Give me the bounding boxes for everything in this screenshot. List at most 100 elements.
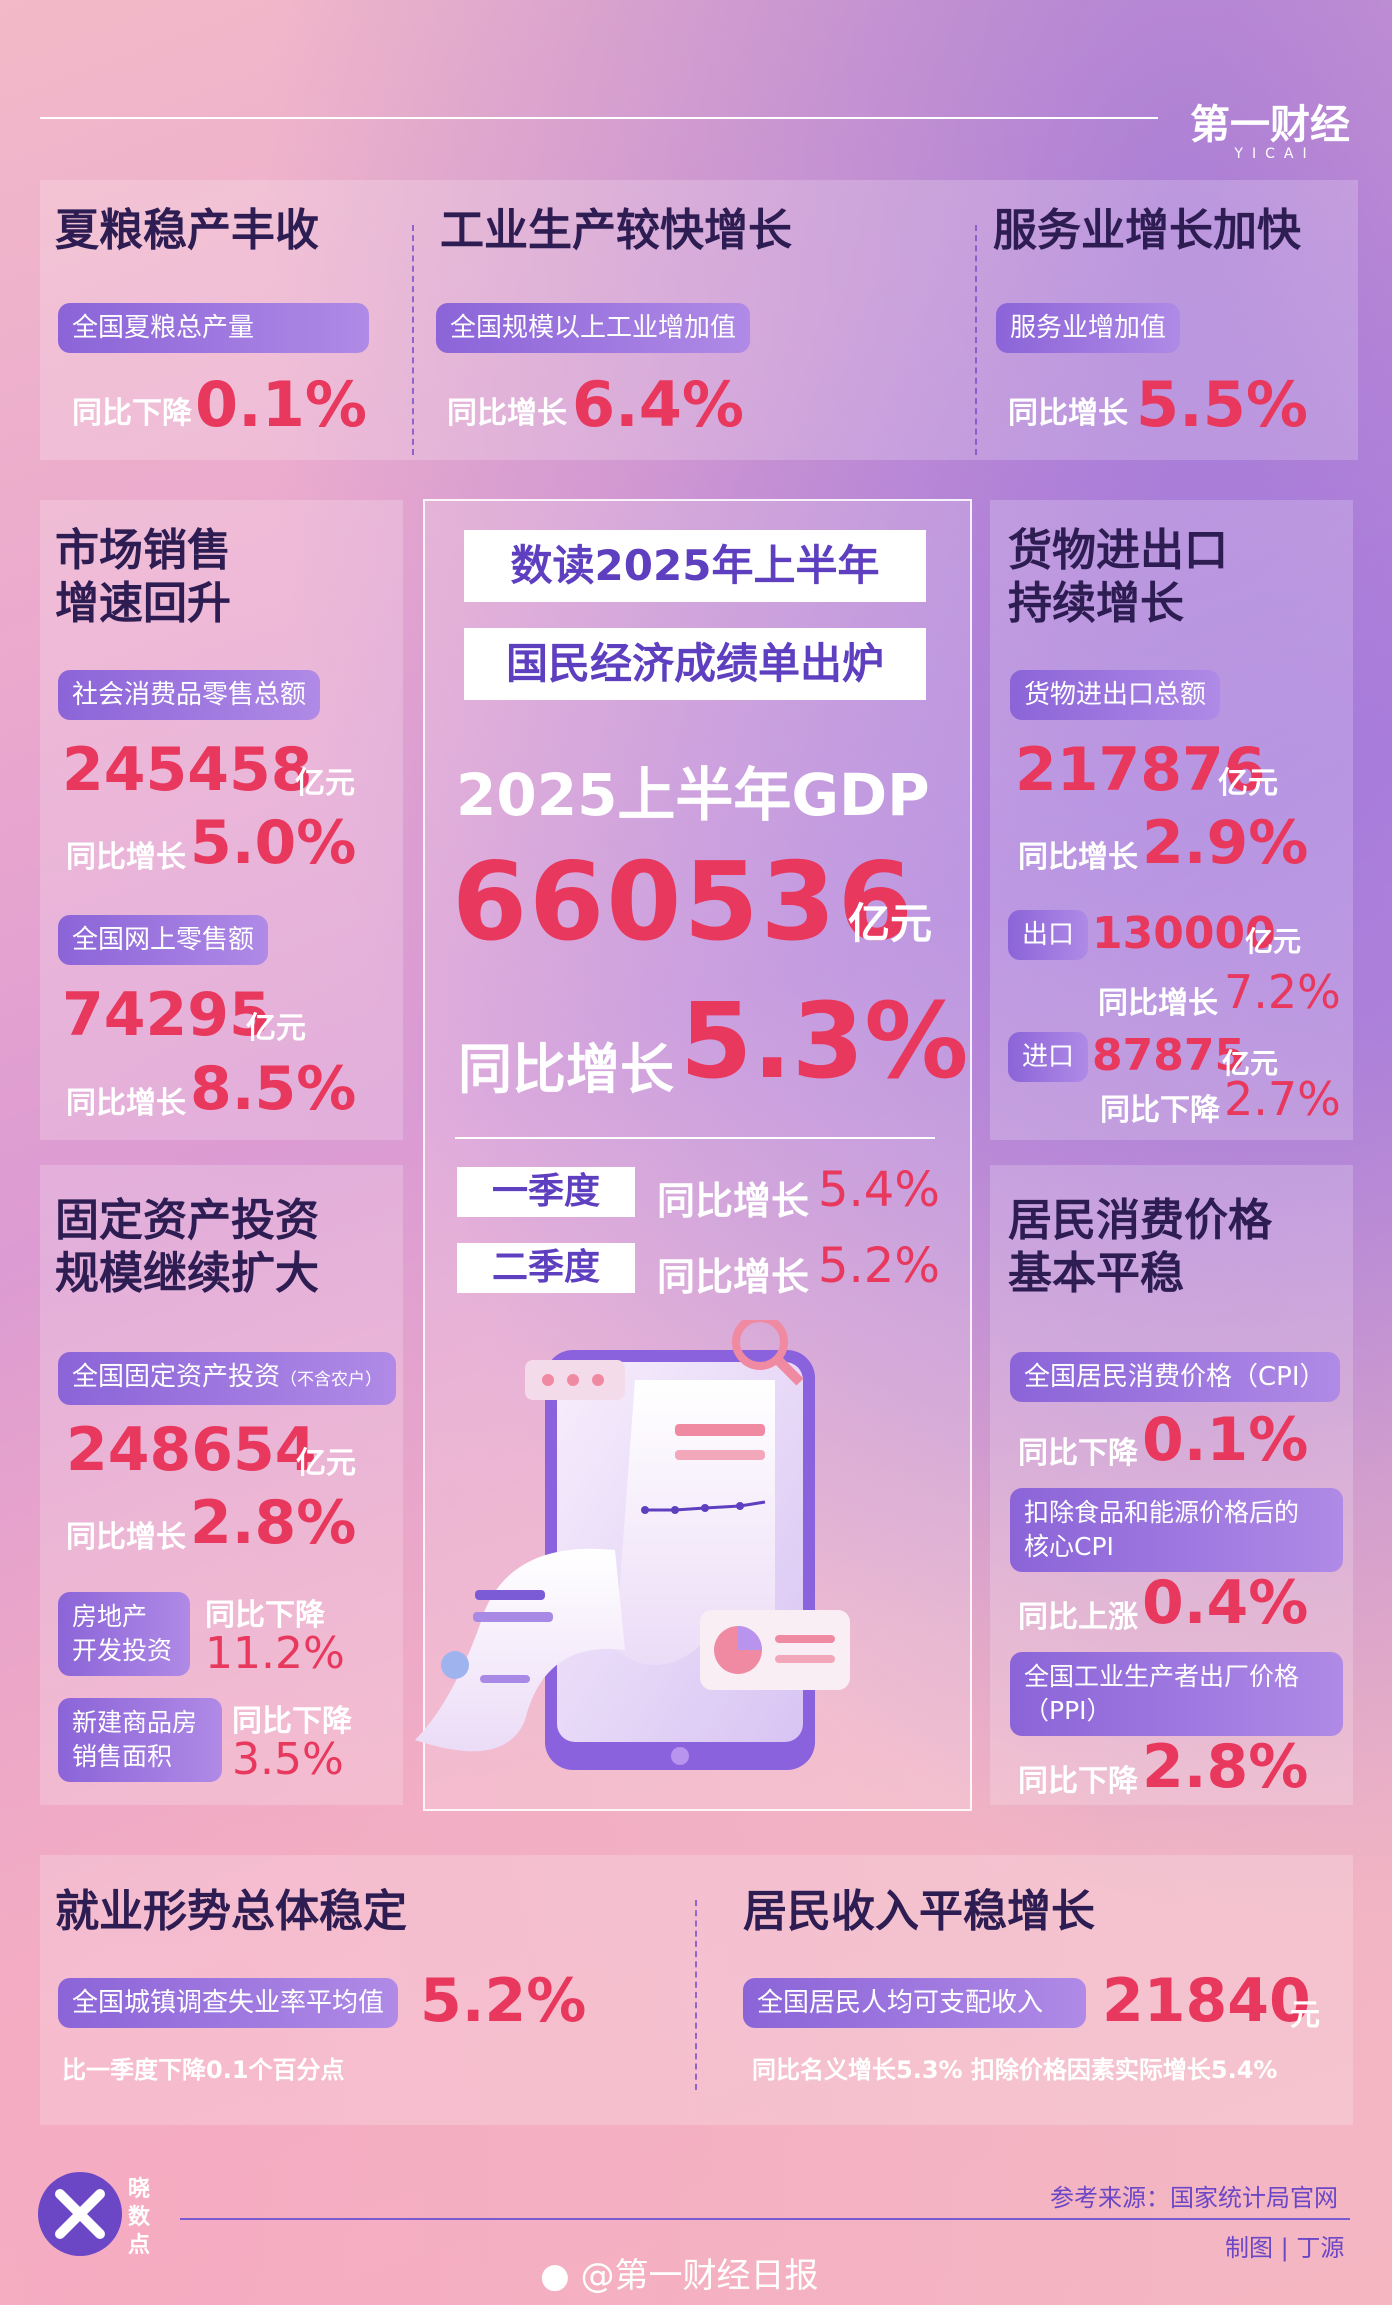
investment-unit: 亿元 <box>296 1446 356 1481</box>
q2-value: 5.2% <box>818 1238 940 1294</box>
retail-label-2: 同比增长 <box>66 1086 186 1121</box>
xiaoshudian-logo-icon <box>38 2172 122 2256</box>
retail-value-2: 74295 <box>62 980 271 1050</box>
cpi-value-2: 0.4% <box>1142 1568 1309 1638</box>
investment-growth: 2.8% <box>190 1488 357 1558</box>
cpi-label-2: 同比上涨 <box>1018 1600 1138 1635</box>
real-estate-tag-line2: 开发投资 <box>72 1636 173 1665</box>
ppi-value: 2.8% <box>1142 1732 1309 1802</box>
q2-text: 同比增长 <box>657 1255 810 1299</box>
new-housing-value: 3.5% <box>232 1734 344 1785</box>
retail-unit-1: 亿元 <box>295 766 355 801</box>
gdp-value: 660536 <box>452 840 915 965</box>
export-label: 同比增长 <box>1098 986 1218 1021</box>
weibo-handle: @第一财经日报 <box>580 2256 819 2296</box>
investment-pill-text: 全国固定资产投资 <box>72 1362 281 1392</box>
header-divider <box>40 117 1158 119</box>
gdp-growth-label: 同比增长 <box>458 1038 674 1101</box>
summer-grain-pill: 全国夏粮总产量 <box>58 303 369 353</box>
retail-growth-1: 5.0% <box>190 808 357 878</box>
real-estate-label: 同比下降 <box>205 1598 325 1633</box>
credit-text: 制图 | 丁源 <box>1225 2234 1345 2262</box>
industry-title: 工业生产较快增长 <box>440 205 792 256</box>
real-estate-tag-line1: 房地产 <box>72 1602 148 1631</box>
income-note: 同比名义增长5.3% 扣除价格因素实际增长5.4% <box>752 2056 1278 2084</box>
cpi-pill-2-line2: 核心CPI <box>1024 1532 1114 1561</box>
cpi-pill-2-line1: 扣除食品和能源价格后的 <box>1024 1498 1300 1527</box>
new-housing-tag: 新建商品房 销售面积 <box>58 1698 222 1782</box>
ppi-pill-line2: （PPI） <box>1024 1696 1112 1725</box>
employment-note: 比一季度下降0.1个百分点 <box>62 2056 345 2084</box>
import-label: 同比下降 <box>1100 1093 1220 1128</box>
income-unit: 元 <box>1290 1998 1320 2033</box>
q1-value: 5.4% <box>818 1162 940 1218</box>
summer-grain-label: 同比下降 <box>72 396 192 431</box>
industry-value: 6.4% <box>572 368 744 441</box>
import-tag: 进口 <box>1008 1032 1089 1082</box>
ppi-label: 同比下降 <box>1018 1764 1138 1799</box>
retail-unit-2: 亿元 <box>246 1011 306 1046</box>
gdp-unit: 亿元 <box>848 899 933 948</box>
retail-card <box>40 500 403 1140</box>
ppi-pill: 全国工业生产者出厂价格 （PPI） <box>1010 1652 1343 1736</box>
cpi-title-line1: 居民消费价格 <box>1008 1195 1272 1246</box>
new-housing-tag-line1: 新建商品房 <box>72 1708 198 1737</box>
export-value: 130000 <box>1092 908 1276 959</box>
export-growth: 7.2% <box>1224 965 1341 1019</box>
import-value: 87875 <box>1092 1030 1246 1081</box>
trade-growth: 2.9% <box>1142 808 1309 878</box>
investment-value: 248654 <box>66 1415 317 1485</box>
services-pill: 服务业增加值 <box>996 303 1181 353</box>
retail-title-line2: 增速回升 <box>55 578 231 629</box>
q2-tag: 二季度 <box>457 1243 635 1293</box>
weibo-icon: ● <box>540 2256 570 2296</box>
cpi-pill-1: 全国居民消费价格（CPI） <box>1010 1352 1340 1402</box>
export-unit: 亿元 <box>1245 925 1302 958</box>
center-title-2: 国民经济成绩单出炉 <box>464 628 926 700</box>
gdp-label: 2025上半年GDP <box>456 761 930 829</box>
divider <box>975 225 977 455</box>
cpi-title-line2: 基本平稳 <box>1008 1248 1184 1299</box>
cpi-pill-2: 扣除食品和能源价格后的 核心CPI <box>1010 1488 1343 1572</box>
industry-pill: 全国规模以上工业增加值 <box>436 303 751 353</box>
income-pill: 全国居民人均可支配收入 <box>743 1978 1086 2028</box>
real-estate-tag: 房地产 开发投资 <box>58 1592 190 1676</box>
trade-label: 同比增长 <box>1018 840 1138 875</box>
employment-pill: 全国城镇调查失业率平均值 <box>58 1978 399 2028</box>
gdp-growth-value: 5.3% <box>680 980 969 1102</box>
services-value: 5.5% <box>1136 368 1308 441</box>
employment-title: 就业形势总体稳定 <box>55 1886 407 1937</box>
cpi-value-1: 0.1% <box>1142 1405 1309 1475</box>
trade-value: 217876 <box>1015 735 1266 805</box>
center-title-1: 数读2025年上半年 <box>464 530 926 602</box>
phone-receipt-illustration <box>415 1320 850 1770</box>
logo-subtext: YICAI <box>1234 146 1316 162</box>
income-title: 居民收入平稳增长 <box>743 1886 1095 1937</box>
industry-label: 同比增长 <box>447 396 567 431</box>
summer-grain-value: 0.1% <box>195 368 367 441</box>
retail-growth-2: 8.5% <box>190 1054 357 1124</box>
services-label: 同比增长 <box>1008 396 1128 431</box>
retail-value-1: 245458 <box>62 735 313 805</box>
investment-pill-note: （不含农户） <box>280 1370 383 1390</box>
services-title: 服务业增长加快 <box>993 205 1301 256</box>
divider <box>412 225 414 455</box>
real-estate-value: 11.2% <box>205 1628 345 1679</box>
q1-text: 同比增长 <box>657 1179 810 1223</box>
export-tag: 出口 <box>1008 910 1089 960</box>
employment-value: 5.2% <box>420 1966 587 2036</box>
import-unit: 亿元 <box>1222 1047 1279 1080</box>
footer-divider <box>180 2218 1350 2220</box>
retail-title-line1: 市场销售 <box>55 525 231 576</box>
source-text: 参考来源：国家统计局官网 <box>1050 2184 1338 2212</box>
q1-tag: 一季度 <box>457 1167 635 1217</box>
center-divider <box>455 1137 935 1139</box>
retail-pill-2: 全国网上零售额 <box>58 915 269 965</box>
investment-label: 同比增长 <box>66 1520 186 1555</box>
import-growth: 2.7% <box>1224 1072 1341 1126</box>
divider <box>695 1900 697 2090</box>
income-value: 21840 <box>1102 1966 1311 2036</box>
logo-text: 第一财经 <box>1190 102 1350 148</box>
weibo-watermark: ● @第一财经日报 <box>540 2248 818 2297</box>
summer-grain-title: 夏粮稳产丰收 <box>55 205 319 256</box>
